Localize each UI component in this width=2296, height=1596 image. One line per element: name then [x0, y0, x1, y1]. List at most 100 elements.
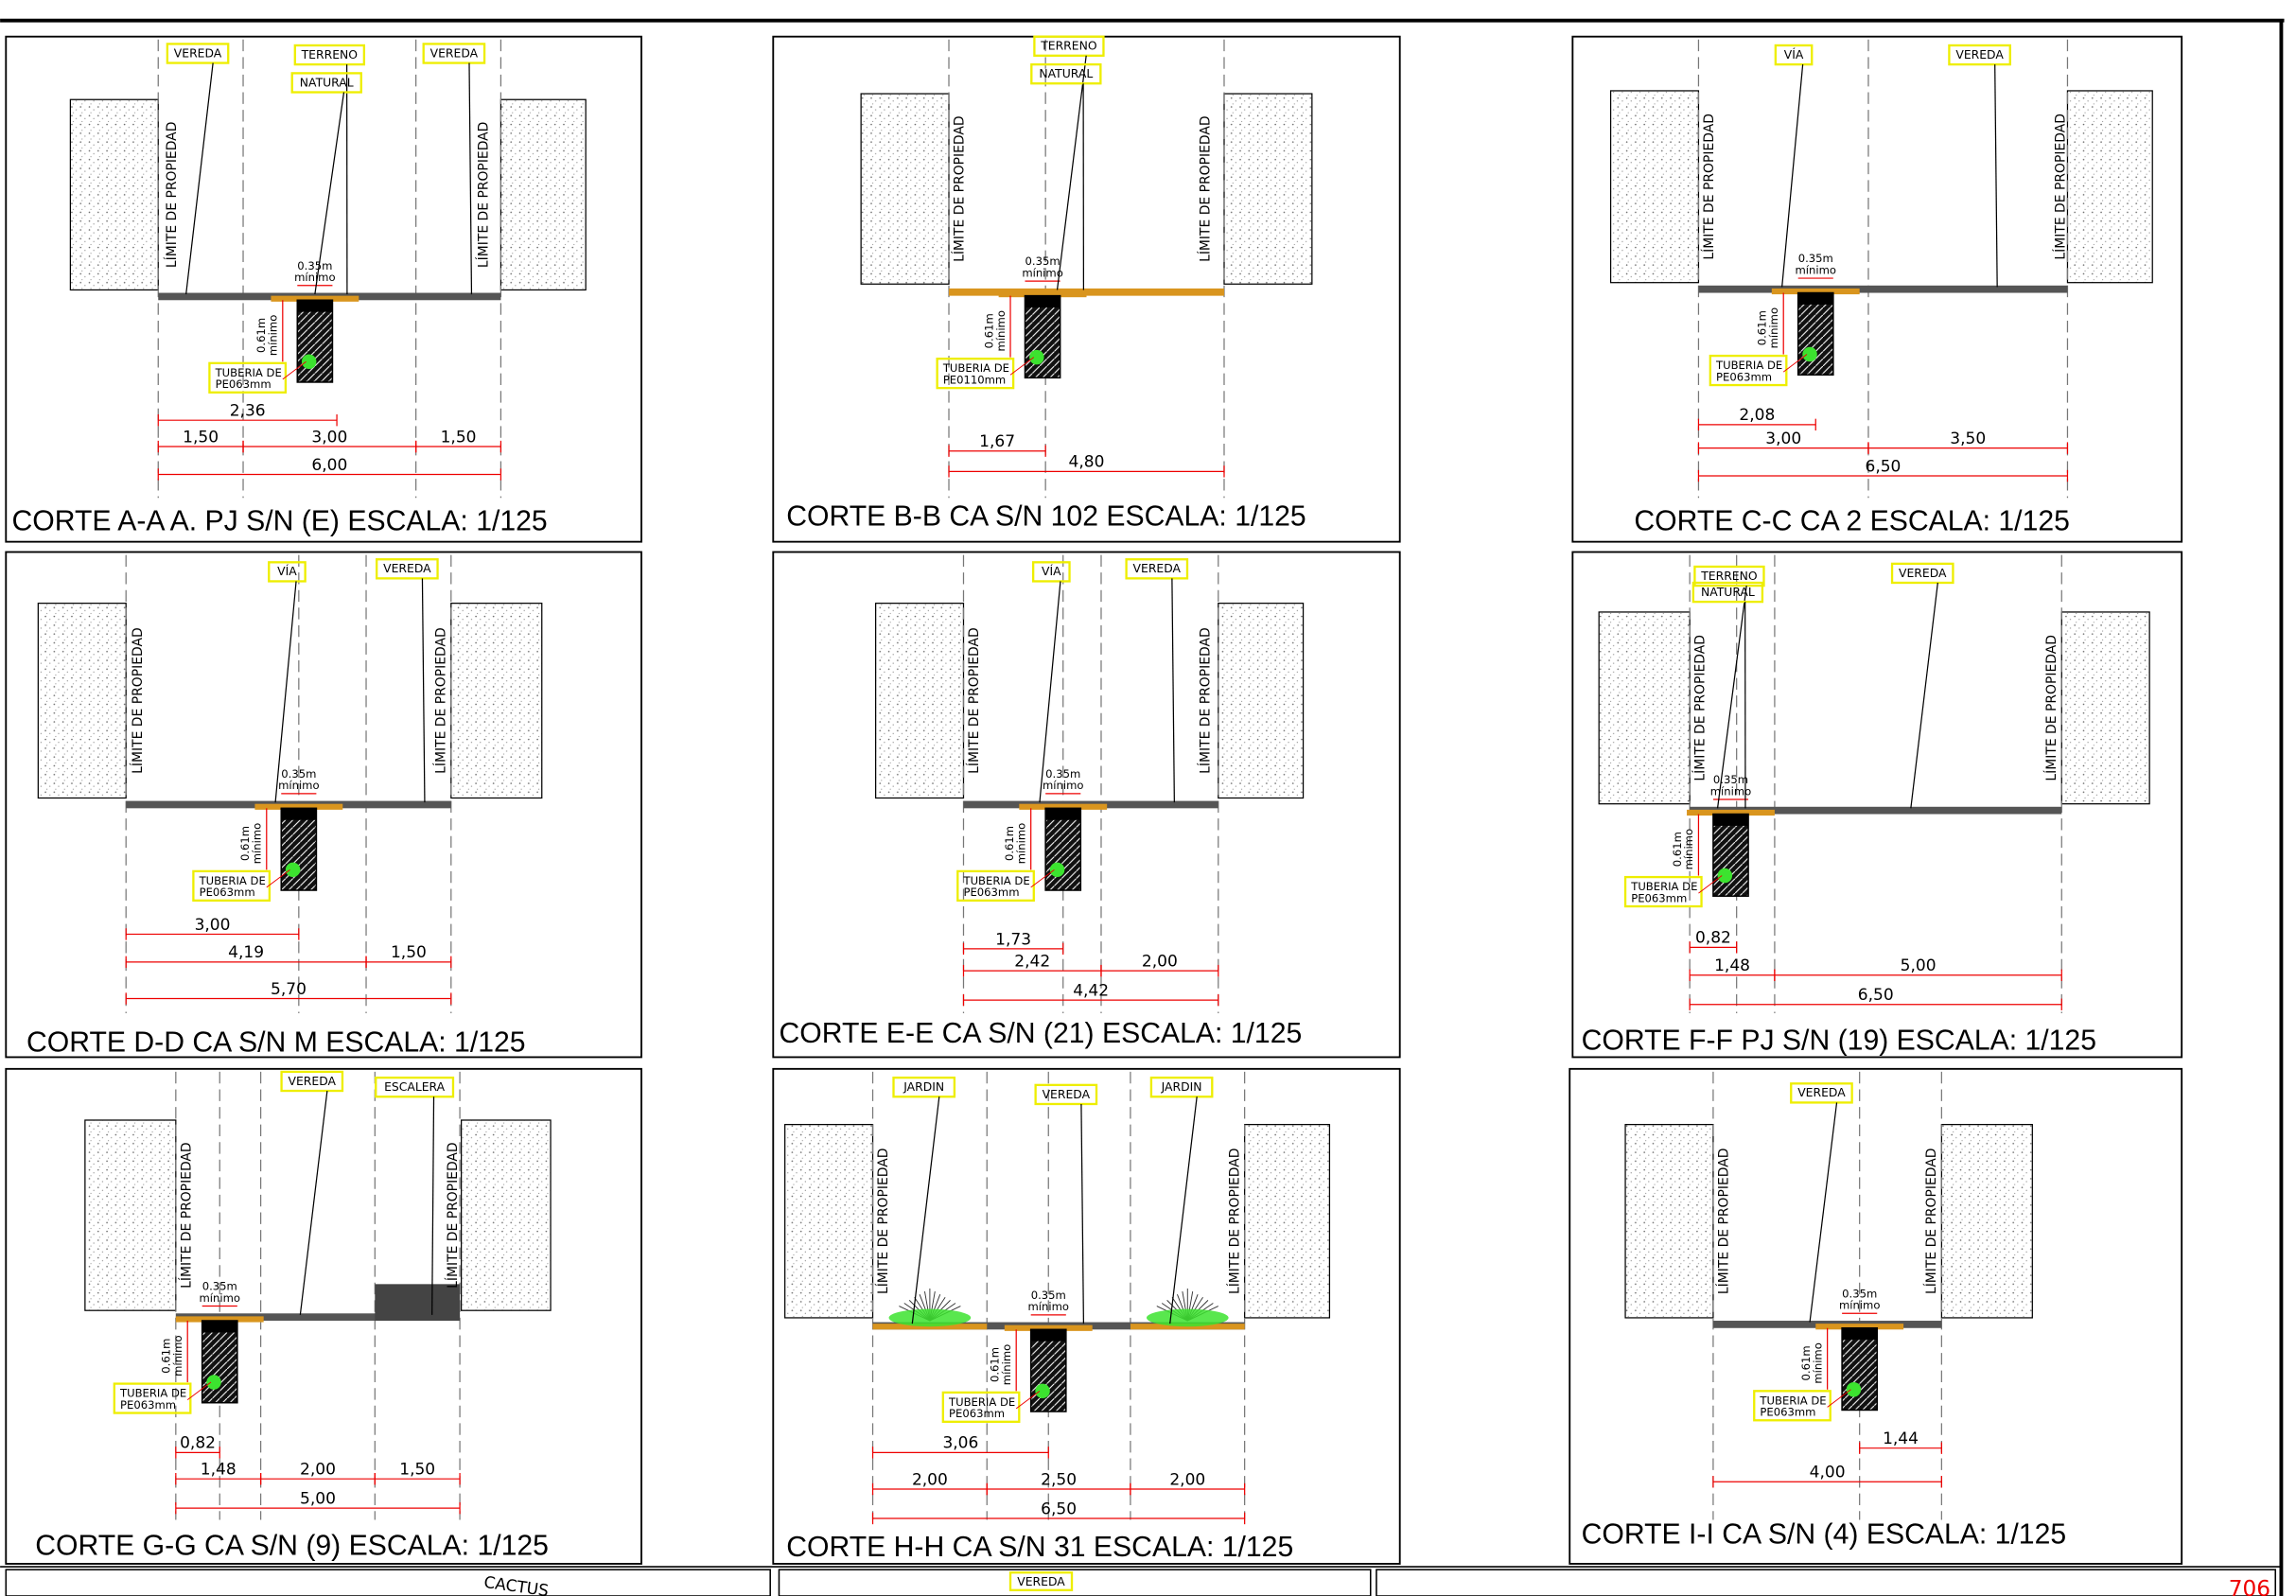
dimension-label: 4,80: [1069, 453, 1105, 472]
dimension-label: 0,82: [180, 1434, 216, 1453]
leader: [299, 1090, 328, 1315]
pipe-label: TUBERIA DE: [1630, 880, 1697, 893]
depth-label: 0.61m: [238, 826, 252, 861]
dimension-label: 6,50: [1858, 986, 1894, 1005]
cover-label: mínimo: [278, 779, 319, 792]
pipe-label: TUBERIA DE: [1759, 1394, 1826, 1407]
property-limit-label: LÍMITE DE PROPIEDAD: [129, 627, 146, 774]
leader: [1169, 1096, 1198, 1324]
callout-box: [1890, 562, 1954, 585]
pipe-tag: [1709, 354, 1788, 387]
depth-label: 0.61m: [989, 1347, 1002, 1382]
callout-label: VEREDA: [1797, 1086, 1846, 1099]
trench: [1796, 291, 1834, 376]
cover-label: mínimo: [1043, 779, 1083, 792]
depth-label: 0.61m: [1799, 1345, 1813, 1380]
leader: [1171, 578, 1175, 803]
cover-label: mínimo: [294, 271, 335, 284]
base-layer: [175, 1316, 264, 1323]
callout-label: VÍA: [277, 564, 297, 578]
dimension-label: 2,50: [1041, 1470, 1077, 1489]
building: [784, 1124, 874, 1319]
callout-box: [375, 1076, 455, 1098]
trench: [1712, 813, 1749, 897]
callout-box: [1790, 1082, 1853, 1104]
leader: [1039, 581, 1061, 803]
callout-box: [1125, 558, 1189, 580]
pipe: [301, 354, 317, 370]
dimension-label: 2,00: [912, 1470, 948, 1489]
callout-box: [892, 1076, 956, 1098]
callout-box: [376, 558, 439, 580]
sheet-box: [778, 1569, 1372, 1596]
leader: [1994, 64, 1998, 288]
depth-label: 0.61m: [160, 1339, 173, 1374]
dimension-label: 1,50: [441, 428, 477, 447]
dimension-label: 2,00: [1169, 1470, 1205, 1489]
callout-box: [1693, 565, 1765, 588]
callout-label: TERRENO: [1040, 40, 1097, 53]
pipe-label: TUBERIA DE: [1715, 359, 1782, 372]
callout-label: TERRENO: [1700, 570, 1758, 583]
dimension-label: 1,44: [1883, 1429, 1919, 1448]
pipe: [1717, 868, 1733, 884]
property-limit-label: LÍMITE DE PROPIEDAD: [1700, 114, 1717, 260]
leader: [421, 578, 426, 803]
cover-label: 0.35m: [281, 767, 316, 780]
leader: [1716, 586, 1747, 809]
depth-label: mínimo: [1682, 829, 1695, 869]
building: [1609, 90, 1700, 284]
dimension-label: 3,50: [1950, 430, 1986, 448]
dimension-label: 5,00: [300, 1489, 336, 1508]
dimension-label: 6,00: [311, 456, 347, 475]
base-layer: [998, 290, 1087, 298]
base-layer: [1019, 803, 1108, 810]
leader: [431, 1096, 435, 1315]
property-limit-label: LÍMITE DE PROPIEDAD: [965, 627, 982, 774]
trench-cap: [1025, 295, 1060, 308]
dimension-label: 2,00: [1142, 952, 1178, 971]
dimension-label: 3,00: [1765, 430, 1801, 448]
callout-box: [293, 44, 366, 66]
pipe-label: TUBERIA DE: [199, 874, 266, 887]
section-title: CORTE C-C CA 2 ESCALA: 1/125: [1634, 505, 2070, 536]
leader: [468, 62, 473, 295]
callout-label: VÍA: [1784, 47, 1804, 61]
property-limit-label: LÍMITE DE PROPIEDAD: [163, 122, 180, 269]
section-title: CORTE E-E CA S/N (21) ESCALA: 1/125: [779, 1018, 1302, 1049]
trench-cap: [1797, 292, 1833, 305]
building: [69, 98, 159, 291]
callout-label: VEREDA: [1955, 48, 2004, 61]
pipe-label: TUBERIA DE: [962, 874, 1029, 887]
callout-label: JARDIN: [1161, 1080, 1202, 1094]
property-limit-label: LÍMITE DE PROPIEDAD: [874, 1149, 891, 1295]
pipe-tag: [192, 869, 272, 903]
panel-frame: [1571, 551, 2183, 1059]
leader: [1080, 1103, 1085, 1324]
depth-label: 0.61m: [1756, 310, 1769, 345]
panel-frame: [5, 551, 642, 1059]
pipe-tag: [956, 869, 1035, 903]
trench-cap: [1712, 814, 1749, 826]
callout-label: VEREDA: [1899, 567, 1947, 580]
pipe: [1846, 1382, 1862, 1397]
leader: [1009, 357, 1035, 376]
dimension-label: 1,50: [399, 1461, 435, 1480]
cover-label: mínimo: [200, 1291, 240, 1305]
callout-box: [290, 72, 362, 94]
pipe-label: TUBERIA DE: [119, 1387, 186, 1400]
callout-box: [1774, 44, 1814, 66]
dimension-label: 1,50: [183, 428, 219, 447]
pipe: [1049, 862, 1065, 878]
callout-label: NATURAL: [1701, 586, 1755, 599]
property-limit-label: LÍMITE DE PROPIEDAD: [474, 122, 491, 269]
section-title: CORTE F-F PJ S/N (19) ESCALA: 1/125: [1582, 1026, 2096, 1057]
trench-cap: [1030, 1329, 1066, 1342]
pipe-label: TUBERIA DE: [215, 366, 282, 379]
